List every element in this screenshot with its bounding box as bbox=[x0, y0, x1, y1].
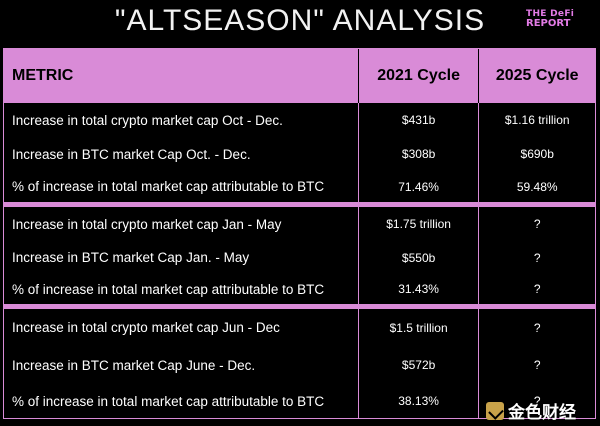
table-row: % of increase in total market cap attrib… bbox=[4, 274, 595, 304]
value-2021-cell: 31.43% bbox=[359, 274, 480, 304]
metric-cell: % of increase in total market cap attrib… bbox=[4, 274, 359, 304]
metric-cell: Increase in total crypto market cap Jun … bbox=[4, 309, 359, 346]
value-2021-cell: $431b bbox=[359, 103, 480, 137]
table-row: Increase in total crypto market cap Jan … bbox=[4, 207, 595, 241]
value-2025-cell: ? bbox=[533, 217, 541, 231]
value-2021-cell: $550b bbox=[359, 241, 480, 274]
value-2025-cell: ? bbox=[533, 320, 541, 335]
watermark-text: 金色财经 bbox=[508, 403, 576, 422]
header-2025-cycle: 2025 Cycle bbox=[495, 67, 579, 84]
group-divider bbox=[4, 202, 595, 207]
table-row: Increase in BTC market Cap Jan. - May $5… bbox=[4, 241, 595, 274]
table-header-row: METRIC 2021 Cycle 2025 Cycle bbox=[4, 49, 595, 103]
value-2021-cell: $308b bbox=[359, 137, 480, 171]
metric-cell: Increase in total crypto market cap Jan … bbox=[4, 207, 359, 241]
metric-cell: % of increase in total market cap attrib… bbox=[4, 171, 359, 202]
logo-line-2: REPORT bbox=[526, 18, 571, 29]
value-2025-cell: $690b bbox=[520, 147, 554, 161]
value-2021-cell: $1.75 trillion bbox=[359, 207, 480, 241]
table-row: % of increase in total market cap attrib… bbox=[4, 384, 595, 418]
table-row: Increase in total crypto market cap Oct … bbox=[4, 103, 595, 137]
analysis-table: METRIC 2021 Cycle 2025 Cycle Increase in… bbox=[3, 48, 596, 419]
value-2025-cell: 59.48% bbox=[516, 179, 558, 194]
table-row: Increase in BTC market Cap Oct. - Dec. $… bbox=[4, 137, 595, 171]
metric-cell: Increase in BTC market Cap Jan. - May bbox=[4, 241, 359, 274]
table-row: % of increase in total market cap attrib… bbox=[4, 171, 595, 202]
value-2025-cell: $1.16 trillion bbox=[504, 113, 570, 127]
jinse-logo-icon bbox=[486, 401, 504, 420]
defi-report-logo: THE DeFi REPORT bbox=[526, 9, 576, 29]
value-2025-cell: ? bbox=[533, 394, 541, 408]
header-2021-cycle: 2021 Cycle bbox=[359, 49, 480, 103]
value-2021-cell: $1.5 trillion bbox=[359, 309, 480, 346]
table-row: Increase in total crypto market cap Jun … bbox=[4, 309, 595, 346]
header-metric: METRIC bbox=[4, 49, 359, 103]
value-2021-cell: 38.13% bbox=[359, 384, 480, 418]
value-2021-cell: $572b bbox=[359, 346, 480, 384]
metric-cell: % of increase in total market cap attrib… bbox=[4, 384, 359, 418]
value-2025-cell: ? bbox=[533, 358, 541, 372]
page-title: "ALTSEASON" ANALYSIS bbox=[114, 4, 486, 37]
metric-cell: Increase in BTC market Cap Oct. - Dec. bbox=[4, 137, 359, 171]
metric-cell: Increase in total crypto market cap Oct … bbox=[4, 103, 359, 137]
metric-cell: Increase in BTC market Cap June - Dec. bbox=[4, 346, 359, 384]
table-row: Increase in BTC market Cap June - Dec. $… bbox=[4, 346, 595, 384]
value-2021-cell: 71.46% bbox=[359, 171, 480, 202]
logo-line-1: THE DeFi bbox=[526, 9, 575, 19]
value-2025-cell: ? bbox=[533, 282, 541, 296]
group-divider bbox=[4, 304, 595, 309]
value-2025-cell: ? bbox=[533, 250, 541, 265]
jinse-watermark: 金色财经 bbox=[486, 398, 576, 423]
